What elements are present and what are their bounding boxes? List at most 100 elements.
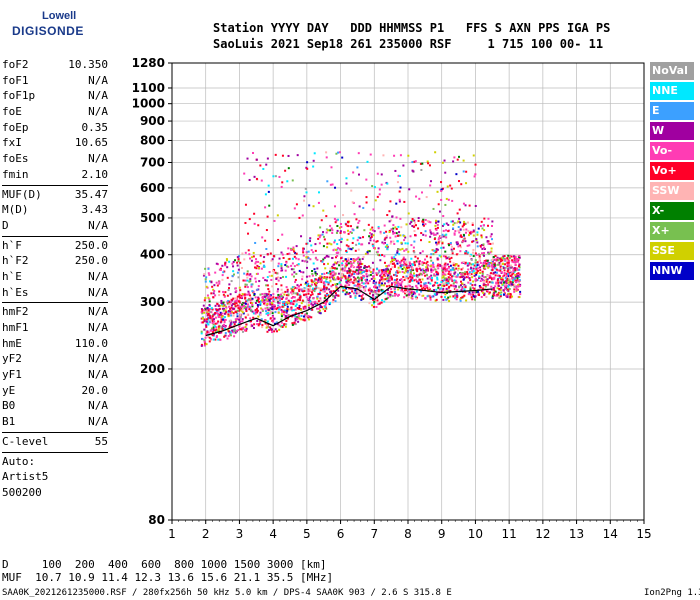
echo-point bbox=[428, 164, 431, 167]
echo-point bbox=[217, 338, 220, 341]
echo-point bbox=[303, 319, 306, 322]
echo-point bbox=[367, 265, 370, 268]
echo-point bbox=[299, 283, 302, 286]
echo-point bbox=[414, 224, 417, 227]
echo-point bbox=[400, 264, 403, 267]
echo-point bbox=[369, 266, 372, 269]
echo-point bbox=[477, 263, 480, 266]
echo-point bbox=[433, 238, 436, 241]
echo-point bbox=[223, 270, 226, 273]
echo-point bbox=[308, 318, 311, 321]
echo-point bbox=[505, 282, 508, 285]
parameter-value: 55 bbox=[94, 434, 108, 448]
echo-point bbox=[346, 238, 349, 241]
echo-point bbox=[368, 235, 371, 238]
echo-point bbox=[293, 207, 296, 210]
echo-point bbox=[295, 287, 298, 290]
echo-point bbox=[209, 319, 212, 322]
echo-point bbox=[511, 281, 514, 284]
echo-point bbox=[369, 297, 372, 300]
echo-point bbox=[449, 184, 452, 187]
echo-point bbox=[204, 319, 207, 322]
echo-point bbox=[219, 338, 222, 341]
echo-point bbox=[249, 296, 252, 299]
echo-point bbox=[449, 277, 452, 280]
echo-point bbox=[417, 219, 420, 222]
echo-point bbox=[255, 260, 258, 263]
echo-point bbox=[347, 259, 350, 262]
echo-point bbox=[417, 217, 420, 220]
echo-point bbox=[259, 164, 262, 167]
echo-point bbox=[460, 261, 463, 264]
echo-point bbox=[445, 298, 448, 301]
echo-point bbox=[437, 267, 440, 270]
echo-point bbox=[239, 315, 242, 318]
echo-point bbox=[398, 282, 401, 285]
logo-line2: DIGISONDE bbox=[12, 24, 84, 38]
echo-point bbox=[434, 251, 437, 254]
echo-point bbox=[337, 247, 340, 250]
echo-point bbox=[471, 251, 474, 254]
echo-point bbox=[297, 258, 300, 261]
echo-point bbox=[375, 281, 378, 284]
echo-point bbox=[476, 267, 479, 270]
echo-point bbox=[388, 284, 391, 287]
echo-point bbox=[261, 299, 264, 302]
echo-point bbox=[364, 287, 367, 290]
echo-point bbox=[436, 264, 439, 267]
echo-point bbox=[352, 229, 355, 232]
echo-point bbox=[257, 315, 260, 318]
echo-point bbox=[256, 264, 259, 267]
echo-point bbox=[393, 264, 396, 267]
echo-point bbox=[499, 260, 502, 263]
echo-point bbox=[401, 268, 404, 271]
echo-point bbox=[434, 219, 437, 222]
echo-point bbox=[516, 279, 519, 282]
echo-point bbox=[280, 264, 283, 267]
echo-point bbox=[411, 286, 414, 289]
echo-point bbox=[395, 227, 398, 230]
echo-point bbox=[456, 212, 459, 215]
echo-point bbox=[469, 279, 472, 282]
echo-point bbox=[319, 279, 322, 282]
echo-point bbox=[473, 274, 476, 277]
echo-point bbox=[504, 287, 507, 290]
y-tick-label: 1000 bbox=[132, 97, 165, 111]
echo-point bbox=[395, 232, 398, 235]
echo-point bbox=[325, 215, 328, 218]
echo-point bbox=[453, 275, 456, 278]
echo-point bbox=[294, 278, 297, 281]
echo-point bbox=[313, 268, 316, 271]
echo-point bbox=[232, 273, 235, 276]
echo-point bbox=[384, 237, 387, 240]
echo-point bbox=[358, 258, 361, 261]
echo-point bbox=[310, 316, 313, 319]
echo-point bbox=[353, 279, 356, 282]
parameter-row: M(D) 3.43 bbox=[2, 202, 108, 218]
virtual-height-trace bbox=[205, 285, 493, 337]
echo-point bbox=[287, 167, 290, 170]
echo-point bbox=[497, 257, 500, 260]
echo-point bbox=[325, 300, 328, 303]
echo-point bbox=[417, 282, 420, 285]
echo-point bbox=[511, 277, 514, 280]
echo-point bbox=[252, 327, 255, 330]
echo-point bbox=[495, 271, 498, 274]
echo-point bbox=[407, 250, 410, 253]
echo-point bbox=[456, 158, 459, 161]
echo-point bbox=[445, 281, 448, 284]
echo-point bbox=[447, 223, 450, 226]
echo-point bbox=[213, 318, 216, 321]
echo-point bbox=[322, 290, 325, 293]
echo-point bbox=[346, 292, 349, 295]
echo-point bbox=[436, 258, 439, 261]
echo-point bbox=[473, 175, 476, 178]
echo-point bbox=[308, 306, 311, 309]
echo-point bbox=[399, 186, 402, 189]
echo-point bbox=[362, 282, 365, 285]
echo-point bbox=[459, 235, 462, 238]
echo-point bbox=[273, 268, 276, 271]
echo-point bbox=[404, 269, 407, 272]
echo-point bbox=[447, 242, 450, 245]
echo-point bbox=[294, 308, 297, 311]
